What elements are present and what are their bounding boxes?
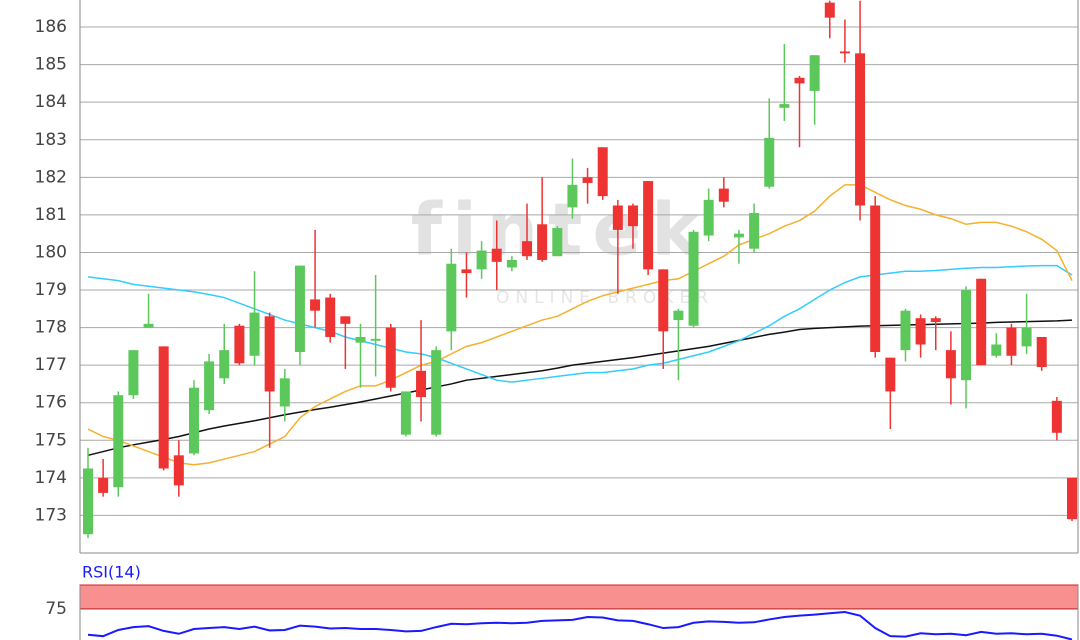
candle-body	[688, 231, 699, 326]
candle-body	[385, 327, 396, 388]
y-tick-label: 174	[35, 468, 67, 488]
candle-body	[325, 297, 336, 337]
candle-body	[945, 350, 956, 379]
candle-body	[219, 350, 230, 379]
candle-body	[976, 278, 987, 366]
candle-body	[855, 53, 866, 206]
candle-body	[355, 336, 366, 343]
y-tick-label: 178	[35, 318, 67, 338]
candle-body	[400, 391, 411, 435]
candle-body	[83, 468, 93, 535]
candle-body	[173, 455, 184, 486]
candle-body	[764, 137, 775, 187]
watermark-sub: ONLINE BROKER	[496, 288, 714, 308]
candle-body	[416, 370, 427, 398]
candle-body	[809, 55, 820, 91]
rsi-line	[87, 611, 1073, 640]
overbought-band	[79, 584, 1079, 610]
candle-body	[612, 205, 623, 230]
candle-body	[824, 2, 835, 18]
y-tick-label: 177	[35, 355, 67, 375]
candle-body	[597, 147, 608, 197]
moving-average	[87, 264, 1073, 383]
candle-body	[643, 181, 654, 270]
candle-body	[552, 228, 563, 257]
candle-body	[522, 241, 533, 257]
candle-body	[476, 250, 487, 270]
y-tick-label: 183	[35, 130, 67, 150]
candle-body	[431, 350, 442, 435]
candle-body	[582, 177, 593, 183]
candle-body	[537, 224, 548, 260]
candle-body	[98, 477, 109, 493]
candle-body	[915, 318, 926, 345]
candle-body	[491, 248, 502, 262]
candle-body	[961, 290, 972, 381]
candle-body	[870, 205, 881, 353]
candle-body	[506, 259, 517, 268]
candle-body	[733, 233, 744, 238]
moving-average	[87, 184, 1073, 466]
candle-body	[249, 312, 260, 356]
candle-body	[113, 395, 124, 488]
candle-body	[567, 184, 578, 208]
candle-body	[234, 325, 245, 364]
y-tick-label: 185	[35, 55, 67, 75]
candle-body	[294, 265, 305, 353]
y-tick-label: 179	[35, 280, 67, 300]
candle-body	[128, 350, 139, 396]
candle-body	[310, 299, 321, 311]
y-tick-label: 184	[35, 92, 67, 112]
candle-body	[1051, 400, 1062, 433]
candle-body	[930, 318, 941, 322]
y-tick-label: 75	[45, 599, 67, 619]
y-tick-label: 186	[35, 17, 67, 37]
candle-body	[900, 310, 911, 351]
candle-body	[461, 269, 472, 274]
y-tick-label: 175	[35, 430, 67, 450]
candle-body	[370, 338, 381, 341]
candle-body	[749, 213, 760, 249]
candle-body	[703, 199, 714, 236]
candle-body	[188, 387, 199, 454]
y-tick-label: 176	[35, 393, 67, 413]
candle-body	[264, 316, 275, 392]
candle-body	[794, 77, 805, 84]
candle-body	[991, 344, 1002, 356]
candle-body	[658, 269, 669, 332]
candle-body	[779, 104, 790, 108]
y-tick-label: 180	[35, 242, 67, 262]
candle-body	[279, 378, 290, 407]
candle-body	[1006, 327, 1017, 356]
candle-body	[673, 310, 684, 321]
candle-body	[1067, 477, 1077, 520]
candle-body	[158, 346, 169, 469]
candle-body	[839, 51, 850, 54]
candle-body	[1036, 336, 1047, 368]
candle-body	[204, 361, 215, 411]
candle-body	[1021, 327, 1032, 347]
y-tick-label: 182	[35, 167, 67, 187]
candle-body	[143, 323, 154, 328]
y-tick-label: 173	[35, 505, 67, 525]
candle-body	[885, 357, 896, 392]
candle-body	[446, 263, 457, 332]
candle-body	[627, 205, 638, 227]
candle-body	[340, 316, 351, 324]
candle-body	[718, 188, 729, 202]
y-tick-label: 181	[35, 205, 67, 225]
rsi-label: RSI(14)	[82, 563, 141, 582]
